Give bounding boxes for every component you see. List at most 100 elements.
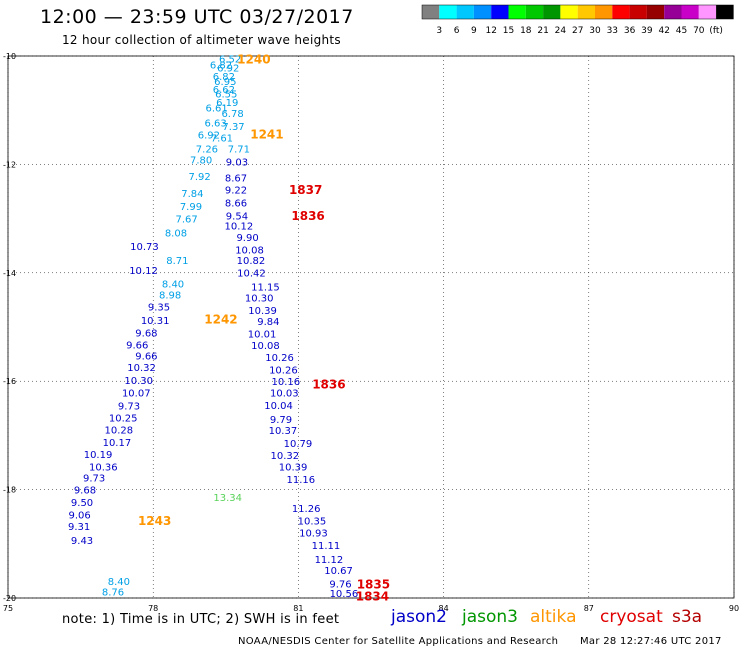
colorbar-label: 9	[471, 26, 477, 36]
colorbar-label: 24	[555, 26, 567, 36]
wave-height-point: 10.56	[330, 589, 359, 600]
colorbar-label: 27	[572, 26, 583, 36]
x-tick-label: 81	[293, 604, 303, 613]
colorbar-label: 21	[537, 26, 548, 36]
wave-height-point: 9.66	[135, 352, 157, 363]
x-tick-label: 78	[148, 604, 158, 613]
colorbar-label: 3	[436, 26, 442, 36]
colorbar-swatch	[543, 5, 561, 19]
y-tick-label: -20	[3, 594, 16, 603]
colorbar-swatch	[560, 5, 578, 19]
wave-height-point: 7.84	[181, 189, 203, 200]
x-tick-label: 87	[584, 604, 594, 613]
legend-jason2: jason2	[391, 607, 447, 627]
wave-height-point: 6.82	[210, 61, 232, 72]
colorbar-swatch	[456, 5, 474, 19]
colorbar-label: 39	[641, 26, 653, 36]
x-tick-label: 84	[439, 604, 449, 613]
colorbar-swatch	[439, 5, 457, 19]
colorbar-label: 33	[607, 26, 618, 36]
wave-height-point: 11.15	[251, 282, 280, 293]
colorbar-swatch	[525, 5, 544, 19]
wave-height-point: 9.66	[126, 340, 148, 351]
wave-height-point: 7.92	[189, 172, 211, 183]
wave-height-point: 11.16	[286, 475, 315, 486]
pass-time-annotation: 1836	[312, 377, 345, 391]
wave-height-point: 11.11	[312, 541, 341, 552]
wave-height-point: 10.12	[225, 222, 254, 233]
colorbar-label: 12	[485, 26, 496, 36]
colorbar-swatch	[491, 5, 509, 19]
y-tick-label: -12	[3, 160, 16, 169]
colorbar-swatch	[422, 5, 440, 19]
wave-height-point: 10.25	[109, 414, 138, 425]
pass-time-annotation: 1243	[138, 514, 171, 528]
wave-height-point: 10.31	[141, 316, 170, 327]
chart-title: 12:00 — 23:59 UTC 03/27/2017	[40, 6, 354, 28]
colorbar-swatch	[612, 5, 630, 19]
y-tick-label: -18	[3, 486, 16, 495]
wave-height-point: 9.50	[71, 498, 93, 509]
wave-height-point: 6.55	[215, 89, 237, 100]
wave-height-point: 10.67	[324, 566, 353, 577]
wave-height-point: 10.32	[271, 451, 300, 462]
y-tick-label: -10	[3, 52, 16, 61]
colorbar-frame	[421, 4, 734, 20]
wave-height-point: 7.71	[228, 145, 250, 156]
y-tick-label: -14	[3, 269, 16, 278]
wave-height-point: 9.03	[226, 158, 248, 169]
wave-height-point: 10.39	[279, 462, 308, 473]
wave-height-point: 9.73	[83, 474, 105, 485]
wave-height-point: 10.12	[129, 266, 158, 277]
wave-height-point: 9.73	[118, 402, 140, 413]
wave-height-point: 6.63	[205, 119, 227, 130]
wave-height-point: 10.82	[237, 256, 266, 267]
y-tick-label: -16	[3, 377, 16, 386]
wave-height-point: 10.17	[103, 438, 132, 449]
wave-height-point: 9.68	[135, 328, 157, 339]
colorbar-label: 70	[693, 26, 705, 36]
wave-height-point: 9.84	[257, 317, 279, 328]
wave-height-point: 7.26	[196, 145, 218, 156]
x-tick-label: 90	[729, 604, 739, 613]
wave-height-point: 9.43	[71, 536, 93, 547]
wave-height-point: 10.28	[105, 425, 134, 436]
wave-height-point: 8.76	[102, 587, 124, 598]
colorbar-swatch	[508, 5, 526, 19]
wave-height-point: 10.35	[298, 516, 327, 527]
wave-height-point: 9.54	[226, 211, 248, 222]
plot-frame	[7, 55, 735, 599]
wave-height-point: 8.08	[165, 229, 187, 240]
wave-height-point: 6.52	[219, 55, 241, 66]
wave-height-point: 6.92	[198, 131, 220, 142]
colorbar-swatch	[595, 5, 613, 19]
wave-height-point: 8.66	[225, 198, 247, 209]
wave-height-point: 10.19	[84, 450, 113, 461]
chart-subtitle: 12 hour collection of altimeter wave hei…	[62, 33, 341, 47]
wave-height-point: 9.68	[74, 486, 96, 497]
wave-height-point: 8.40	[108, 577, 130, 588]
colorbar-label: 36	[624, 26, 636, 36]
pass-time-annotation: 1836	[291, 209, 324, 223]
scatter-plot-area: 75 78 81 84 87 90-10-12-14-16-18-206.526.826.…	[3, 52, 739, 613]
wave-height-point: 10.39	[248, 306, 277, 317]
wave-height-point: 7.61	[211, 133, 233, 144]
wave-height-point: 7.80	[190, 156, 212, 167]
wave-height-point: 10.26	[265, 353, 294, 364]
wave-height-point: 8.71	[166, 256, 188, 267]
colorbar-swatch	[716, 5, 734, 19]
units-note: note: 1) Time is in UTC; 2) SWH is in fe…	[62, 612, 340, 627]
wave-height-point: 10.08	[251, 341, 280, 352]
color-scale-legend: 3 6 9 12 15 18 21 24 27 30 33 36 39 42 45 70 (ft)	[421, 4, 734, 36]
legend-cryosat: cryosat	[600, 607, 663, 627]
pass-time-annotation: 1242	[204, 312, 237, 326]
wave-height-point: 9.06	[68, 511, 90, 522]
generation-timestamp: Mar 28 12:27:46 UTC 2017	[580, 636, 722, 647]
pass-time-annotation: 1241	[250, 128, 283, 142]
wave-height-point: 10.37	[269, 426, 298, 437]
wave-height-point: 10.79	[284, 439, 313, 450]
wave-height-point: 6.92	[217, 63, 239, 74]
wave-height-point: 10.93	[299, 528, 328, 539]
wave-height-point: 11.26	[292, 504, 321, 515]
wave-height-point: 11.12	[315, 555, 344, 566]
